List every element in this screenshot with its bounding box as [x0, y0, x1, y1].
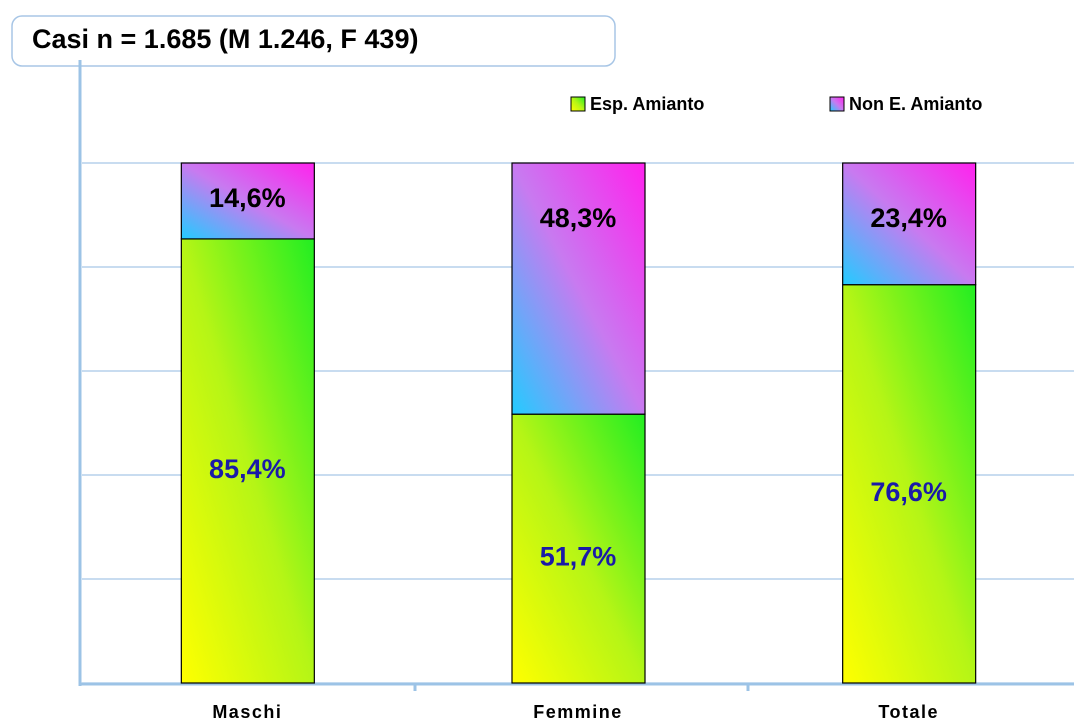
bar-segment [842, 162, 977, 286]
value-label: 14,6% [209, 183, 286, 213]
value-label: 76,6% [870, 477, 947, 507]
bar-segment [842, 284, 977, 684]
x-tick-label: Totale [878, 702, 939, 722]
bar-segment [511, 162, 646, 415]
value-label: 48,3% [540, 203, 617, 233]
legend-swatch [570, 96, 586, 112]
legend-label: Non E. Amianto [849, 94, 982, 114]
chart-title: Casi n = 1.685 (M 1.246, F 439) [32, 24, 418, 54]
value-label: 23,4% [870, 203, 947, 233]
title-box [11, 15, 616, 67]
x-tick-label: Maschi [212, 702, 282, 722]
bar-segment [180, 162, 315, 240]
bar-segment [511, 413, 646, 684]
legend-swatch [829, 96, 845, 112]
legend-label: Esp. Amianto [590, 94, 704, 114]
bar-segment [180, 238, 315, 684]
value-label: 85,4% [209, 454, 286, 484]
x-tick-label: Femmine [533, 702, 623, 722]
value-label: 51,7% [540, 542, 617, 572]
